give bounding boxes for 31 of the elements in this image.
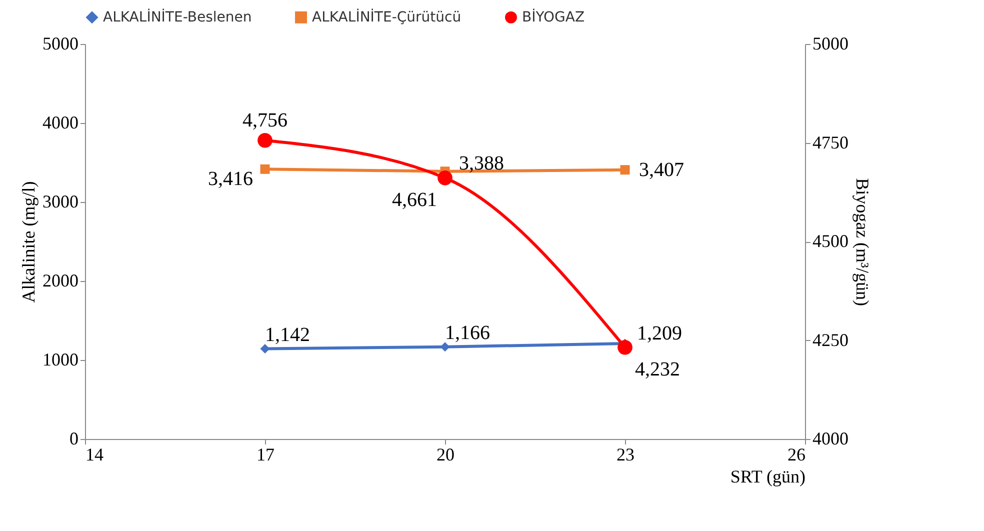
data-label: 4,756 xyxy=(242,109,288,132)
y2-tick-label: 4250 xyxy=(812,330,848,350)
x-tick-label: 20 xyxy=(436,444,454,464)
legend-label: ALKALİNİTE-Beslenen xyxy=(103,8,252,26)
x-tick-label: 23 xyxy=(616,444,634,464)
y-tick-label: 4000 xyxy=(42,112,78,132)
x-tick-label: 26 xyxy=(788,444,806,464)
x-tick-label: 14 xyxy=(86,444,104,464)
data-label: 3,388 xyxy=(459,152,504,174)
x-tick-label: 17 xyxy=(256,444,274,464)
y2-axis-title: Biyogaz (m³/gün) xyxy=(852,178,872,306)
data-label: 3,416 xyxy=(208,168,253,190)
data-label: 1,209 xyxy=(637,322,682,344)
y-tick-label: 5000 xyxy=(42,34,78,54)
data-label: 4,232 xyxy=(635,358,680,380)
x-axis-title: SRT (gün) xyxy=(730,466,806,486)
data-label: 4,661 xyxy=(392,188,437,211)
data-label: 3,407 xyxy=(639,158,684,181)
y2-tick-label: 5000 xyxy=(812,34,848,54)
data-label: 1,166 xyxy=(445,322,490,344)
y-tick-label: 0 xyxy=(70,428,78,448)
y-tick-label: 1000 xyxy=(42,350,78,370)
legend-label: ALKALİNİTE-Çürütücü xyxy=(312,8,462,26)
y2-tick-label: 4500 xyxy=(812,231,848,251)
data-label: 1,142 xyxy=(265,324,310,346)
y-tick-label: 3000 xyxy=(42,192,78,212)
y2-tick-label: 4750 xyxy=(812,132,848,152)
y-tick-label: 2000 xyxy=(42,270,78,290)
y-axis-title: Alkalinite (mg/l) xyxy=(18,181,38,303)
y2-tick-label: 4000 xyxy=(812,428,848,448)
legend-label: BİYOGAZ xyxy=(522,8,585,26)
